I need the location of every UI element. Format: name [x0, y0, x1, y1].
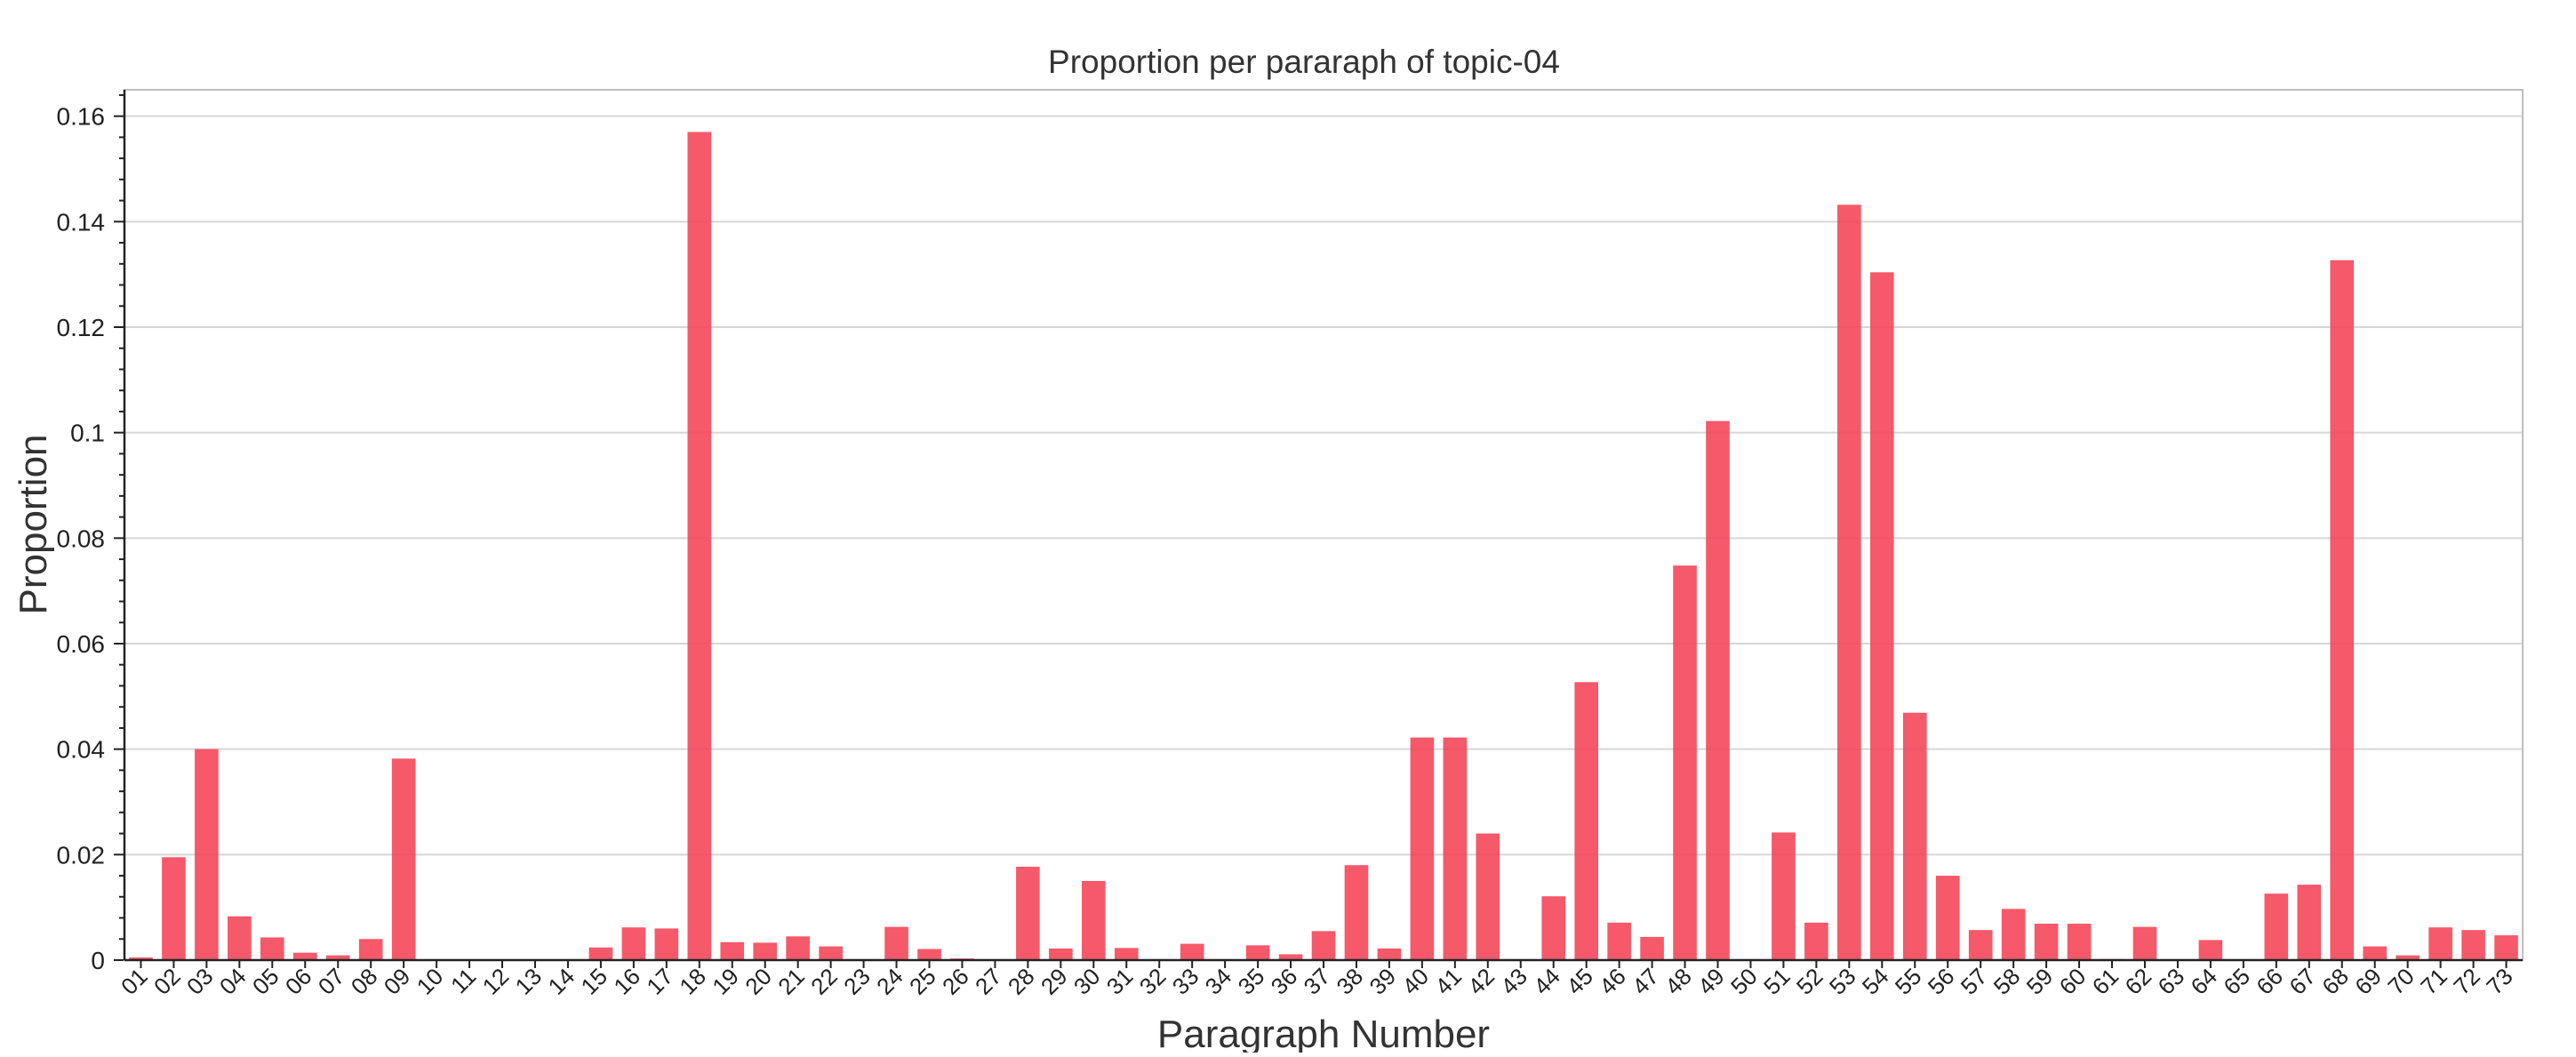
bar-08 [358, 939, 383, 960]
bar-22 [819, 946, 843, 960]
bar-71 [2428, 927, 2452, 960]
bar-66 [2264, 893, 2289, 960]
x-axis-label: Paragraph Number [1157, 1013, 1490, 1053]
bar-19 [720, 941, 745, 960]
bar-49 [1706, 420, 1730, 960]
y-tick-label: 0.12 [57, 314, 106, 341]
bar-56 [1935, 876, 1960, 960]
bar-20 [753, 942, 778, 960]
bar-25 [917, 949, 941, 960]
bar-35 [1245, 945, 1270, 960]
bar-15 [588, 947, 613, 960]
bar-52 [1804, 922, 1828, 960]
bar-48 [1673, 565, 1697, 960]
bar-29 [1049, 948, 1073, 960]
bar-42 [1476, 833, 1500, 960]
y-tick-label: 0.1 [70, 420, 105, 447]
bar-47 [1640, 936, 1664, 960]
bar-58 [2001, 909, 2026, 960]
y-tick-label: 0 [91, 947, 105, 974]
bar-36 [1278, 954, 1303, 960]
bar-31 [1114, 948, 1139, 960]
y-tick-labels: 0 0.02 0.04 0.06 0.08 0.1 0.12 0.14 0.16 [57, 103, 106, 974]
y-tick-label: 0.04 [57, 736, 106, 764]
bar-38 [1344, 865, 1369, 960]
bar-72 [2461, 930, 2485, 960]
chart-title: Proportion per pararaph of topic-04 [1048, 44, 1560, 80]
bar-40 [1410, 737, 1435, 960]
bar-05 [260, 937, 284, 960]
bar-21 [786, 936, 810, 960]
bar-67 [2297, 885, 2322, 960]
bar-07 [325, 955, 350, 960]
bar-06 [292, 952, 317, 960]
bar-45 [1574, 682, 1598, 960]
bar-46 [1607, 922, 1631, 960]
bar-41 [1443, 737, 1468, 960]
bar-55 [1902, 712, 1927, 960]
bar-37 [1311, 931, 1336, 960]
bar-60 [2067, 924, 2092, 960]
bar-18 [687, 132, 712, 960]
axes [114, 89, 2524, 968]
bar-39 [1377, 948, 1402, 960]
bar-64 [2198, 940, 2223, 960]
bar-01 [129, 957, 153, 960]
bar-62 [2132, 926, 2157, 960]
bar-16 [621, 927, 646, 960]
bar-04 [228, 916, 252, 960]
y-tick-label: 0.16 [57, 103, 106, 131]
bar-33 [1180, 943, 1204, 960]
bars [129, 132, 2518, 960]
y-tick-label: 0.08 [57, 524, 106, 552]
bar-44 [1541, 896, 1566, 960]
bar-24 [884, 926, 908, 960]
bar-73 [2494, 935, 2518, 960]
bar-59 [2034, 924, 2059, 960]
grid-lines [124, 115, 2523, 961]
bar-57 [1968, 930, 1993, 960]
y-tick-label: 0.14 [57, 208, 106, 236]
bar-53 [1837, 204, 1861, 960]
y-tick-label: 0.02 [57, 841, 106, 869]
bar-17 [654, 928, 679, 960]
bar-69 [2363, 946, 2387, 960]
bar-03 [195, 749, 219, 960]
y-tick-label: 0.06 [57, 630, 106, 658]
bar-54 [1869, 272, 1894, 960]
bar-70 [2396, 955, 2420, 960]
bar-09 [391, 758, 416, 960]
y-axis-label: Proportion [12, 434, 55, 614]
bar-51 [1772, 832, 1796, 960]
bar-68 [2330, 260, 2355, 960]
bar-30 [1081, 881, 1106, 960]
bar-28 [1016, 866, 1040, 960]
bar-02 [162, 857, 186, 960]
